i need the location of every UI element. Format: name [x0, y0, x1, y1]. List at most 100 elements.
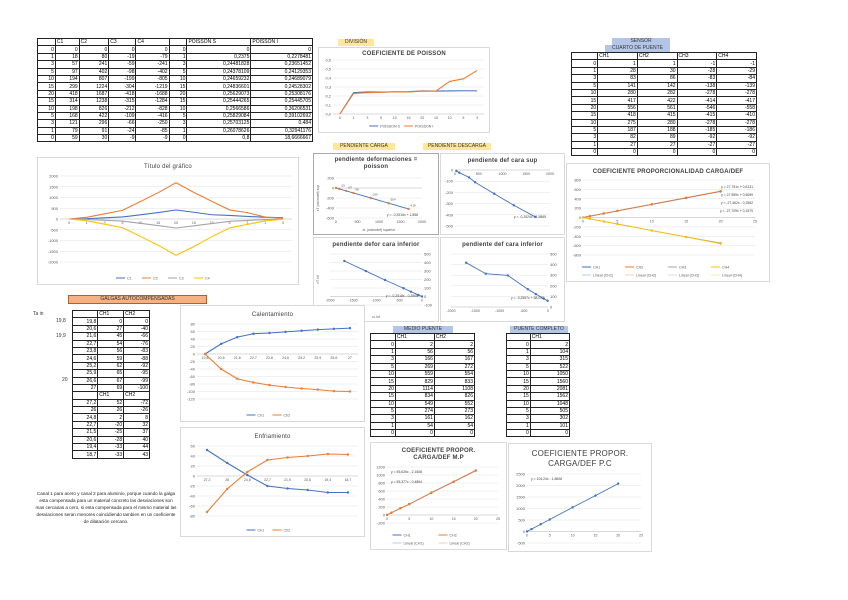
table-cell: 5 — [506, 362, 531, 371]
table-cell: -1219 — [135, 82, 170, 91]
trendline-equation: y = 27,959x + 0,5059 — [721, 193, 753, 197]
table-cell: -84 — [716, 74, 757, 83]
x-tick-label: 15 — [192, 221, 196, 225]
table-cell: 829 — [394, 377, 435, 386]
table-cell: 0 — [506, 429, 531, 438]
table-cell: 549 — [394, 399, 435, 408]
y-tick-label: 1500 — [516, 495, 526, 500]
data-point — [225, 461, 229, 465]
y-tick-label: 200 — [550, 283, 557, 288]
y-tick-label: 60 — [191, 329, 196, 334]
table-cell: 188 — [636, 125, 678, 135]
table-cell: 0,24481828 — [186, 60, 252, 69]
y-tick-label: 0 — [579, 215, 582, 220]
table-cell: -558 — [716, 103, 757, 113]
data-point — [408, 502, 411, 506]
y-tick-label: 400 — [550, 262, 557, 267]
table-cell: 5 — [37, 67, 56, 76]
y-tick-label: 0,4 — [325, 76, 331, 81]
data-point — [602, 212, 605, 215]
table-row: 0 1 1 -1 -1 — [570, 59, 757, 68]
table-row: 5 274 273 — [370, 406, 476, 416]
table-cell: 302 — [529, 414, 571, 423]
table-cell: 0 — [636, 148, 678, 157]
x-tick-label: 2000 — [546, 172, 554, 176]
data-point — [326, 452, 330, 456]
chart-title: Título del gráfico — [144, 164, 192, 170]
data-point — [205, 510, 209, 514]
series-line-ch2 — [206, 453, 348, 513]
y-tick-label: 500 — [518, 518, 525, 523]
table-row: 5 168 422 -109 -416 5 0,25829084 0,39102692 — [37, 111, 313, 121]
table-cell: CH1 — [97, 391, 125, 400]
data-point — [685, 235, 688, 239]
legend-label: Ch1 — [258, 529, 265, 533]
data-point — [266, 458, 269, 462]
y-tick-label: 300 — [424, 269, 431, 274]
table-cell: 299 — [54, 82, 80, 91]
x-tick-label: 0 — [547, 309, 549, 313]
table-cell: 89 — [636, 133, 678, 142]
table-cell: 0,24836601 — [186, 82, 252, 91]
table-row: 27,2 52 -72 — [71, 398, 150, 408]
legend-label: Ch2 — [284, 529, 291, 533]
x-tick-label: 10 — [429, 517, 433, 521]
y-tick-label: 2500 — [516, 472, 526, 477]
table-cell: 0 — [37, 45, 56, 54]
table-cell: 0 — [168, 134, 188, 143]
data-point — [266, 484, 269, 488]
data-table-puente-completo: CH1 0 2 1 104 3 315 5 522 10 1050 15 1560 20 2081 15 156… — [506, 332, 571, 438]
table-cell: 161 — [394, 414, 435, 423]
y-tick-label: 0,2 — [325, 94, 331, 99]
table-cell: -98 — [108, 67, 137, 76]
x-tick-label: 27,2 — [204, 478, 211, 482]
data-point — [346, 453, 350, 456]
x-tick-label: 20,6 — [304, 478, 311, 482]
table-row: 5 522 — [506, 362, 571, 371]
table-cell: 86 — [636, 74, 678, 83]
data-point — [546, 299, 549, 302]
table-cell: -278 — [716, 118, 757, 127]
data-point — [409, 290, 413, 293]
table-cell: CH1 — [97, 309, 125, 319]
table-cell: -241 — [135, 60, 170, 69]
table-cell: 52 — [97, 398, 125, 408]
table-cell: 32 — [123, 420, 150, 430]
y-tick-label: 20 — [191, 344, 196, 349]
table-cell: 82 — [597, 133, 638, 142]
data-point — [571, 506, 574, 509]
y-tick-label: -200 — [445, 190, 454, 195]
table-cell: 141 — [597, 81, 638, 90]
table-cell: 1224 — [78, 82, 110, 91]
y-tick-label: -120 — [187, 397, 196, 402]
table-cell: 5 — [168, 111, 188, 121]
table-cell: 5 — [37, 111, 56, 121]
x-tick-label: 25 — [639, 534, 643, 538]
table-header-row: CH1 CH2 — [370, 332, 476, 342]
y-tick-label: 800 — [574, 178, 581, 183]
table-cell: 80 — [78, 52, 110, 62]
trendline-equation: y = 104,24x - 1,8608 — [531, 477, 562, 481]
x-tick-label: 0 — [526, 534, 528, 538]
table-cell: 3 — [506, 414, 531, 423]
table-cell: 56 — [394, 347, 435, 357]
series-line-ch1 — [204, 327, 350, 355]
table-cell: 826 — [433, 392, 476, 401]
table-cell: 56 — [97, 346, 125, 356]
y-tick-label: 0 — [193, 352, 196, 357]
y-tick-label: 0 — [451, 168, 454, 173]
data-point — [316, 328, 319, 331]
table-cell: CH2 — [123, 309, 150, 319]
table-cell: -40 — [123, 324, 150, 334]
x-tick-label: 15 — [434, 116, 438, 120]
table-cell: -25 — [97, 428, 125, 437]
table-cell: 0,24528302 — [250, 82, 313, 91]
table-cell — [71, 309, 99, 319]
y-tick-label: 1000 — [376, 473, 386, 478]
y-tick-label: 1000 — [49, 195, 59, 200]
table-cell: 0 — [597, 148, 638, 157]
x-tick-label: 26,6 — [330, 356, 337, 360]
table-cell: 0,25703125 — [186, 119, 252, 128]
table-cell: 807 — [78, 74, 110, 84]
table-cell: 0,26078626 — [186, 126, 252, 136]
